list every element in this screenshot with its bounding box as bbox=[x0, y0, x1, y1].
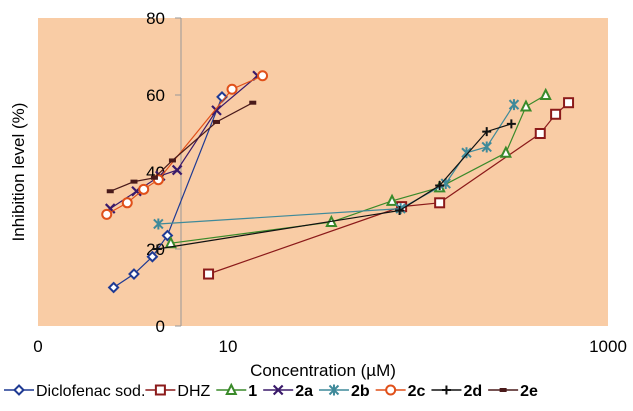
legend-item: 2c bbox=[375, 383, 426, 400]
data-point bbox=[499, 145, 512, 158]
legend-label: 2a bbox=[295, 383, 313, 400]
data-point bbox=[152, 244, 162, 254]
data-point bbox=[395, 203, 406, 215]
data-point bbox=[434, 197, 446, 209]
x-tick-label: 1000 bbox=[589, 337, 627, 356]
series-line bbox=[158, 104, 515, 225]
series-8 bbox=[106, 100, 257, 194]
data-point bbox=[534, 128, 546, 139]
data-point bbox=[106, 189, 114, 194]
series-5 bbox=[153, 99, 520, 230]
data-point bbox=[550, 108, 562, 120]
data-point bbox=[146, 250, 159, 263]
y-tick-label: 60 bbox=[146, 86, 165, 105]
data-point bbox=[508, 99, 520, 111]
legend-label: 1 bbox=[248, 383, 257, 400]
legend-label: 2e bbox=[520, 383, 538, 400]
legend-item: DHZ bbox=[145, 383, 211, 400]
legend-label: 2c bbox=[408, 383, 426, 400]
data-point bbox=[107, 281, 120, 294]
legend-label: DHZ bbox=[177, 383, 210, 400]
data-point bbox=[385, 193, 399, 206]
legend-item: 2a bbox=[263, 383, 313, 400]
data-point bbox=[461, 147, 472, 159]
data-point bbox=[563, 97, 575, 109]
legend-marker bbox=[328, 384, 340, 396]
data-point bbox=[128, 268, 140, 280]
x-tick-label: 10 bbox=[219, 337, 238, 356]
legend-item: 2e bbox=[488, 383, 538, 400]
data-point bbox=[519, 99, 533, 112]
data-point bbox=[138, 183, 150, 195]
legend-marker bbox=[225, 382, 238, 395]
data-point bbox=[161, 229, 174, 242]
data-point bbox=[213, 119, 221, 124]
data-point bbox=[130, 179, 138, 184]
data-point bbox=[150, 175, 158, 180]
legend-item: 2b bbox=[318, 383, 370, 400]
data-point bbox=[395, 206, 405, 215]
y-tick-label: 0 bbox=[156, 317, 165, 336]
data-point bbox=[539, 87, 552, 100]
legend: Diclofenac sod. DHZ 1 2a 2b 2c 2d 2e bbox=[4, 382, 538, 400]
y-axis-label: Inhibition level (%) bbox=[9, 103, 28, 242]
data-point bbox=[481, 141, 492, 153]
legend-item: 1 bbox=[216, 382, 257, 400]
legend-label: Diclofenac sod. bbox=[36, 383, 145, 400]
series-line bbox=[109, 102, 254, 192]
legend-marker bbox=[441, 385, 451, 395]
data-point bbox=[203, 268, 215, 280]
data-point bbox=[211, 105, 222, 116]
data-point bbox=[226, 83, 238, 95]
x-tick-label: 0 bbox=[33, 337, 42, 356]
data-point bbox=[168, 158, 176, 163]
series-6 bbox=[101, 70, 269, 220]
series-7 bbox=[152, 119, 516, 254]
data-point bbox=[249, 100, 257, 105]
legend-item: 2d bbox=[431, 383, 482, 400]
data-point bbox=[435, 180, 445, 190]
data-point bbox=[171, 164, 183, 176]
legend-marker bbox=[13, 384, 25, 396]
legend-label: 2d bbox=[463, 383, 482, 400]
series-layer bbox=[101, 70, 575, 294]
data-point bbox=[121, 197, 133, 209]
legend-label: 2b bbox=[351, 383, 370, 400]
data-point bbox=[506, 119, 516, 129]
series-1 bbox=[107, 91, 228, 294]
x-axis-label: Concentration (µM) bbox=[250, 361, 396, 380]
legend-marker bbox=[272, 384, 284, 396]
data-point bbox=[101, 208, 113, 220]
legend-marker bbox=[499, 388, 507, 392]
plot-area bbox=[38, 18, 608, 326]
legend-marker bbox=[385, 384, 397, 396]
y-tick-label: 80 bbox=[146, 9, 165, 28]
data-point bbox=[257, 70, 269, 82]
legend-marker bbox=[154, 384, 166, 396]
legend-item: Diclofenac sod. bbox=[4, 383, 145, 400]
data-point bbox=[482, 127, 492, 137]
data-point bbox=[440, 178, 451, 190]
data-point bbox=[153, 218, 164, 230]
